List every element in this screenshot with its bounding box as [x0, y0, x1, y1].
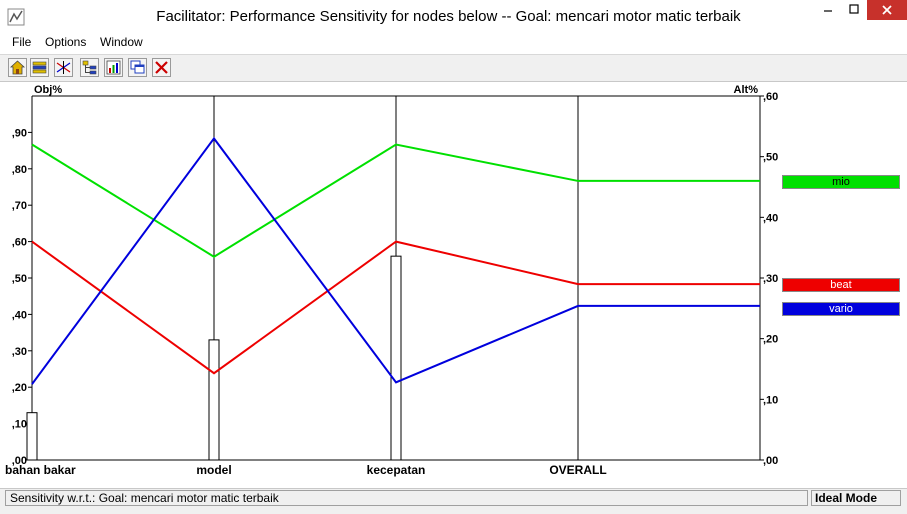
- objective-bars: [26, 255, 402, 461]
- left-tick-label-6: ,60: [12, 237, 27, 249]
- minimize-icon: [824, 10, 832, 12]
- app-icon[interactable]: [7, 8, 25, 26]
- right-tick-label-4: ,40: [763, 212, 778, 224]
- status-sensitivity-text: Sensitivity w.r.t.: Goal: mencari motor …: [5, 490, 808, 506]
- left-tick-label-4: ,40: [12, 309, 27, 321]
- category-label-3[interactable]: OVERALL: [549, 463, 606, 477]
- right-tick-label-3: ,30: [763, 273, 778, 285]
- left-tick-label-1: ,10: [12, 419, 27, 431]
- right-axis-label: Alt%: [734, 84, 759, 96]
- category-label-1[interactable]: model: [196, 463, 231, 477]
- series-lines: [31, 136, 760, 385]
- menu-file[interactable]: File: [12, 35, 32, 49]
- right-tick-label-6: ,60: [763, 91, 778, 103]
- left-tick-label-7: ,70: [12, 200, 27, 212]
- objective-bar-0[interactable]: [26, 412, 38, 461]
- windows-button[interactable]: [128, 58, 147, 77]
- performance-sensitivity-chart: Obj% Alt% ,00 ,10 ,20 ,30 ,40 ,50 ,60 ,70 ,80 ,90…: [5, 84, 778, 477]
- graph-icon: [106, 60, 121, 75]
- legend-mio[interactable]: mio: [782, 175, 900, 189]
- sensitivity-icon: [56, 61, 71, 74]
- menu-options[interactable]: Options: [45, 35, 87, 49]
- left-tick-label-5: ,50: [12, 273, 27, 285]
- toolbar: [0, 54, 907, 82]
- right-tick-label-5: ,50: [763, 152, 778, 164]
- left-tick-label-8: ,80: [12, 164, 27, 176]
- graph-button[interactable]: [104, 58, 123, 77]
- status-bar: Sensitivity w.r.t.: Goal: mencari motor …: [0, 488, 907, 514]
- left-tick-label-0: ,00: [12, 455, 27, 467]
- right-tick-label-2: ,20: [763, 334, 778, 346]
- menu-bar: File Options Window: [0, 33, 907, 53]
- home-button[interactable]: [8, 58, 27, 77]
- tree-icon: [82, 60, 97, 75]
- minimize-button[interactable]: [815, 0, 841, 20]
- series-line-beat: [31, 240, 760, 375]
- window-title: Facilitator: Performance Sensitivity for…: [156, 8, 741, 25]
- right-tick-label-0: ,00: [763, 455, 778, 467]
- maximize-icon: [849, 4, 859, 14]
- layers-icon: [32, 61, 47, 74]
- sensitivity-button[interactable]: [54, 58, 73, 77]
- left-tick-label-3: ,30: [12, 346, 27, 358]
- legend-vario[interactable]: vario: [782, 302, 900, 316]
- category-label-0[interactable]: bahan bakar: [5, 463, 76, 477]
- left-tick-label-9: ,90: [12, 127, 27, 139]
- title-bar: Facilitator: Performance Sensitivity for…: [0, 0, 907, 34]
- windows-icon: [130, 60, 145, 74]
- home-icon: [9, 60, 26, 75]
- right-axis: ,00 ,10 ,20 ,30 ,40 ,50 ,60: [760, 91, 778, 467]
- tree-button[interactable]: [80, 58, 99, 77]
- objective-bar-2[interactable]: [390, 255, 402, 461]
- left-axis-label: Obj%: [34, 84, 62, 96]
- legend-beat[interactable]: beat: [782, 278, 900, 292]
- objective-bar-1[interactable]: [208, 339, 220, 461]
- series-line-vario: [31, 136, 760, 385]
- category-labels: bahan bakar model kecepatan OVERALL: [5, 463, 607, 477]
- close-button[interactable]: [867, 0, 907, 20]
- close-x-icon: [155, 61, 168, 74]
- menu-window[interactable]: Window: [100, 35, 143, 49]
- left-tick-label-2: ,20: [12, 382, 27, 394]
- status-mode: Ideal Mode: [811, 490, 901, 506]
- maximize-button[interactable]: [841, 0, 867, 20]
- layers-button[interactable]: [30, 58, 49, 77]
- left-axis: ,00 ,10 ,20 ,30 ,40 ,50 ,60 ,70 ,80 ,90: [12, 127, 32, 467]
- right-tick-label-1: ,10: [763, 394, 778, 406]
- close-icon: [882, 5, 892, 15]
- category-label-2[interactable]: kecepatan: [367, 463, 426, 477]
- delete-button[interactable]: [152, 58, 171, 77]
